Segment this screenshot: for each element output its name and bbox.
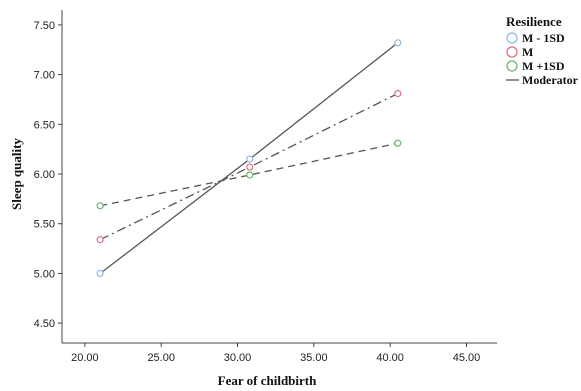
y-tick-label: 7.00	[34, 70, 55, 82]
y-tick-label: 5.00	[34, 268, 55, 280]
y-axis-title: Sleep quality	[9, 138, 24, 210]
series-3-point	[394, 139, 402, 147]
series-2-point	[96, 236, 104, 244]
plot-area	[96, 39, 402, 278]
y-tick-label: 6.50	[34, 119, 55, 131]
y-axis: 4.50 5.00 5.50 6.00 6.50 7.00 7.50	[34, 10, 63, 343]
legend-title: Resilience	[506, 14, 562, 29]
legend-label-2: M	[522, 45, 533, 59]
y-tick-label: 7.50	[34, 20, 55, 32]
series-line-3	[100, 142, 398, 207]
legend-label-1: M - 1SD	[522, 31, 565, 45]
y-tick-label: 6.00	[34, 169, 55, 181]
series-3-point	[96, 202, 104, 210]
legend-marker-2	[506, 46, 518, 58]
x-axis-title: Fear of childbirth	[218, 373, 317, 388]
series-3-point	[246, 171, 254, 179]
legend-line-label: Moderator	[522, 73, 579, 87]
series-1-point	[96, 269, 104, 278]
x-tick-label: 45.00	[453, 352, 481, 364]
y-tick-label: 5.50	[34, 219, 55, 231]
series-2-point	[394, 89, 402, 98]
series-1-point	[246, 155, 254, 163]
x-tick-label: 25.00	[147, 352, 175, 364]
series-1-point	[394, 39, 402, 47]
x-tick-label: 40.00	[376, 352, 404, 364]
x-axis: 20.00 25.00 30.00 35.00 40.00 45.00	[62, 342, 497, 364]
x-tick-label: 35.00	[300, 352, 328, 364]
x-tick-label: 20.00	[71, 352, 99, 364]
legend-label-3: M +1SD	[522, 59, 565, 73]
series-2-point	[246, 163, 254, 171]
legend-marker-1	[506, 32, 518, 44]
legend-marker-3	[506, 60, 518, 72]
x-tick-label: 30.00	[224, 352, 252, 364]
y-tick-label: 4.50	[34, 318, 55, 330]
